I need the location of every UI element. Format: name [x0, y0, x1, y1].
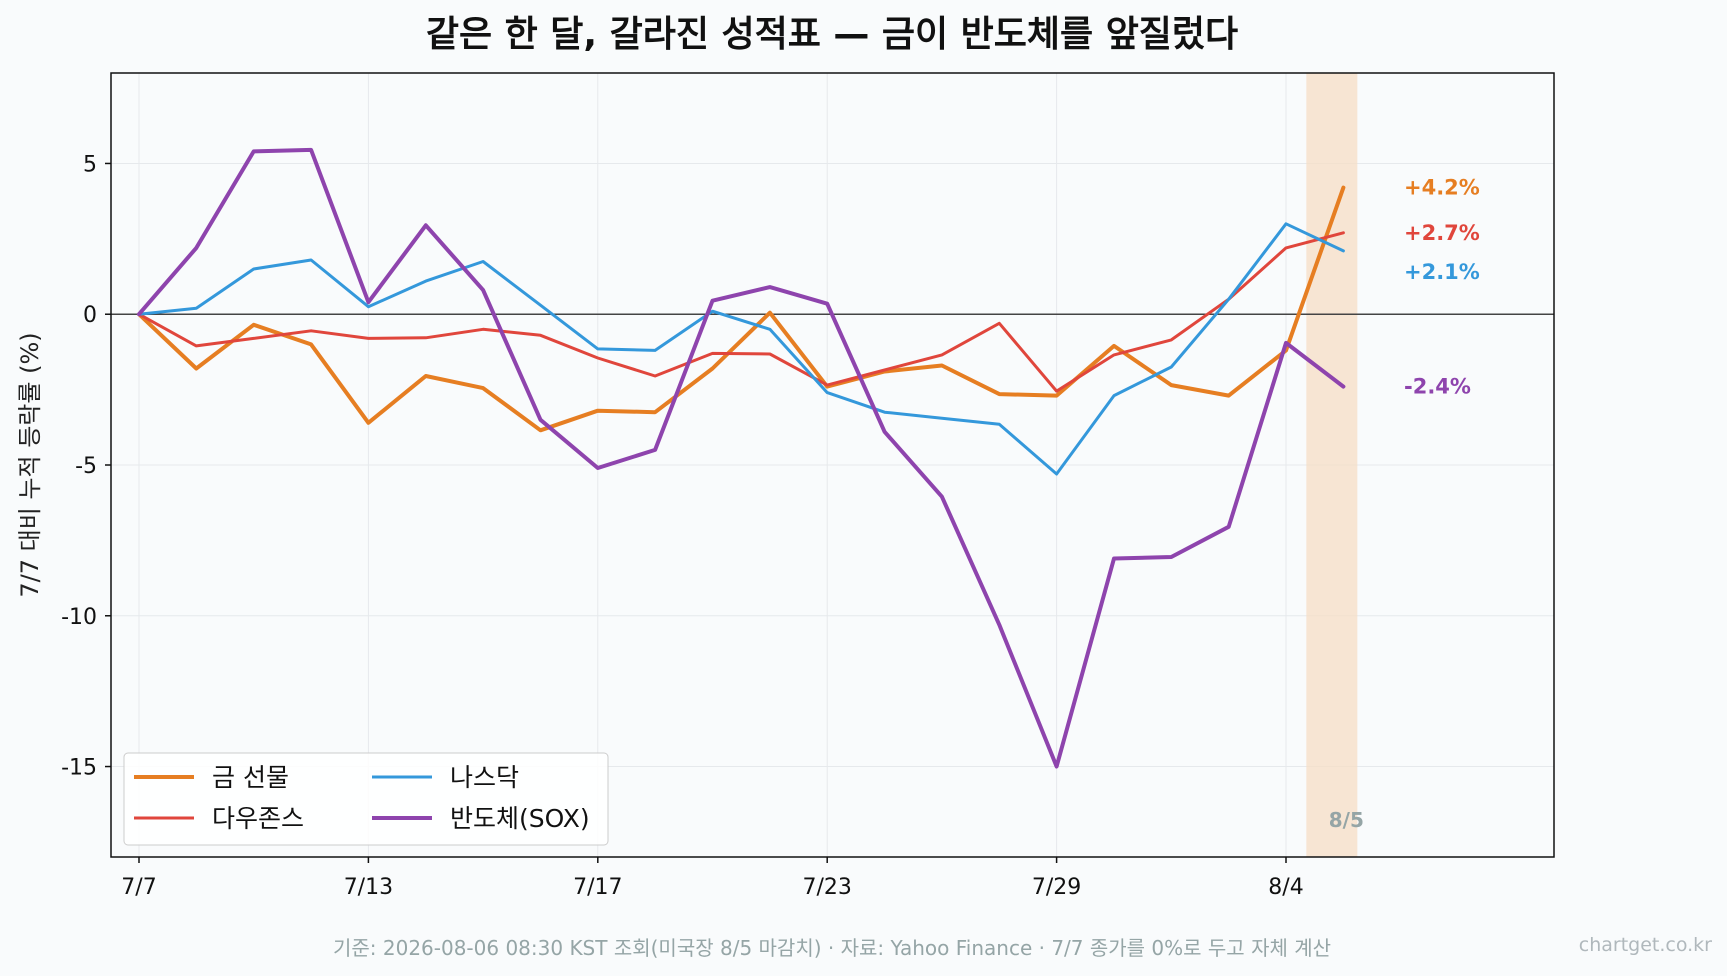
legend-label-1: 다우존스	[212, 804, 304, 833]
y-axis: 5 0 -5 -10 -15	[61, 152, 111, 781]
end-label-0: +4.2%	[1404, 176, 1480, 200]
legend-label-3: 반도체(SOX)	[450, 804, 590, 833]
x-tick-label: 7/7	[121, 875, 156, 900]
x-axis: 7/7 7/13 7/17 7/23 7/29 8/4	[121, 857, 1304, 900]
y-axis-label: 7/7 대비 누적 등락률 (%)	[16, 332, 44, 597]
y-tick-label: -10	[61, 605, 97, 630]
y-tick-label: 5	[83, 152, 97, 177]
series-line-1	[137, 231, 1345, 393]
x-tick-label: 8/4	[1268, 875, 1303, 900]
x-tick-label: 7/17	[573, 875, 622, 900]
legend-label-0: 금 선물	[212, 763, 289, 792]
x-tick-label: 7/23	[802, 875, 851, 900]
end-labels: +4.2% +2.7% +2.1% -2.4%	[1404, 176, 1480, 399]
y-tick-label: -5	[75, 454, 97, 479]
x-tick-label: 7/13	[344, 875, 393, 900]
series-lines	[137, 147, 1346, 769]
y-tick-label: 0	[83, 303, 97, 328]
watermark: chartget.co.kr	[1579, 934, 1712, 956]
end-label-2: +2.1%	[1404, 260, 1480, 284]
y-tick-label: -15	[61, 756, 97, 781]
x-tick-label: 7/29	[1032, 875, 1081, 900]
series-line-0	[137, 185, 1346, 433]
legend-label-2: 나스닥	[450, 763, 519, 792]
legend-box	[123, 752, 609, 846]
end-label-1: +2.7%	[1404, 221, 1480, 245]
highlight-rect	[1306, 73, 1358, 857]
footer-note: 기준: 2026-08-06 08:30 KST 조회(미국장 8/5 마감치)…	[333, 936, 1331, 960]
end-label-3: -2.4%	[1404, 375, 1471, 399]
highlight-label: 8/5	[1329, 808, 1364, 832]
highlight-band: 8/5	[1306, 73, 1364, 857]
series-line-3	[137, 147, 1346, 769]
series-line-2	[137, 222, 1345, 476]
chart-title: 같은 한 달, 갈라진 성적표 — 금이 반도체를 앞질렀다	[426, 14, 1238, 55]
